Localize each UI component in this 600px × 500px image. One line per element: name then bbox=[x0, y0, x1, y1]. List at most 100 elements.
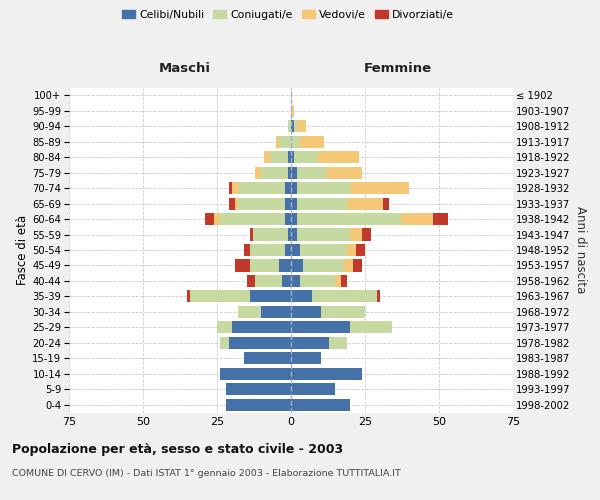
Bar bbox=[291, 383, 335, 396]
Bar bbox=[291, 198, 297, 209]
Bar bbox=[350, 228, 362, 240]
Bar bbox=[297, 120, 306, 132]
Bar bbox=[238, 306, 262, 318]
Bar bbox=[335, 275, 341, 287]
Bar bbox=[291, 213, 297, 225]
Bar bbox=[250, 244, 285, 256]
Bar bbox=[279, 136, 291, 147]
Bar bbox=[377, 290, 380, 302]
Bar bbox=[297, 213, 401, 225]
Bar bbox=[288, 228, 291, 240]
Text: COMUNE DI CERVO (IM) - Dati ISTAT 1° gennaio 2003 - Elaborazione TUTTITALIA.IT: COMUNE DI CERVO (IM) - Dati ISTAT 1° gen… bbox=[12, 469, 401, 478]
Bar bbox=[288, 120, 291, 132]
Bar bbox=[214, 213, 220, 225]
Bar bbox=[250, 290, 291, 302]
Legend: Celibi/Nubili, Coniugati/e, Vedovi/e, Divorziati/e: Celibi/Nubili, Coniugati/e, Vedovi/e, Di… bbox=[118, 6, 458, 24]
Bar bbox=[220, 337, 229, 349]
Bar bbox=[291, 275, 300, 287]
Bar bbox=[235, 198, 238, 209]
Y-axis label: Anni di nascita: Anni di nascita bbox=[574, 206, 587, 294]
Bar bbox=[232, 182, 238, 194]
Bar bbox=[288, 166, 291, 178]
Bar bbox=[350, 322, 392, 334]
Bar bbox=[262, 166, 288, 178]
Bar bbox=[294, 120, 297, 132]
Bar bbox=[205, 213, 214, 225]
Bar bbox=[265, 151, 270, 163]
Bar bbox=[226, 383, 291, 396]
Bar bbox=[291, 337, 329, 349]
Bar bbox=[229, 182, 232, 194]
Bar bbox=[291, 398, 350, 411]
Bar bbox=[356, 244, 365, 256]
Bar bbox=[288, 151, 291, 163]
Bar bbox=[250, 228, 253, 240]
Bar bbox=[291, 322, 350, 334]
Bar bbox=[285, 213, 291, 225]
Bar bbox=[312, 290, 377, 302]
Bar bbox=[350, 182, 409, 194]
Bar bbox=[217, 322, 232, 334]
Bar bbox=[320, 306, 365, 318]
Bar bbox=[291, 166, 297, 178]
Bar bbox=[383, 198, 389, 209]
Text: Maschi: Maschi bbox=[158, 62, 211, 75]
Bar bbox=[238, 198, 285, 209]
Bar bbox=[276, 136, 279, 147]
Bar bbox=[253, 228, 288, 240]
Bar bbox=[250, 260, 279, 272]
Bar bbox=[300, 275, 335, 287]
Bar bbox=[282, 275, 291, 287]
Bar bbox=[291, 260, 303, 272]
Bar bbox=[229, 198, 235, 209]
Bar bbox=[220, 213, 285, 225]
Bar bbox=[291, 228, 297, 240]
Bar bbox=[341, 275, 347, 287]
Bar bbox=[262, 306, 291, 318]
Bar bbox=[270, 151, 288, 163]
Bar bbox=[300, 244, 347, 256]
Bar bbox=[294, 151, 317, 163]
Bar bbox=[344, 260, 353, 272]
Bar bbox=[291, 136, 300, 147]
Bar bbox=[297, 182, 350, 194]
Bar bbox=[226, 398, 291, 411]
Text: Popolazione per età, sesso e stato civile - 2003: Popolazione per età, sesso e stato civil… bbox=[12, 442, 343, 456]
Bar bbox=[291, 244, 300, 256]
Bar bbox=[291, 104, 294, 117]
Bar bbox=[433, 213, 448, 225]
Bar bbox=[303, 260, 344, 272]
Bar bbox=[256, 275, 282, 287]
Bar bbox=[326, 166, 362, 178]
Bar bbox=[238, 182, 285, 194]
Bar bbox=[300, 136, 323, 147]
Bar bbox=[244, 352, 291, 364]
Bar bbox=[317, 151, 359, 163]
Bar bbox=[285, 244, 291, 256]
Bar bbox=[291, 120, 294, 132]
Bar bbox=[232, 322, 291, 334]
Bar bbox=[347, 244, 356, 256]
Bar bbox=[247, 275, 256, 287]
Bar bbox=[362, 228, 371, 240]
Y-axis label: Fasce di età: Fasce di età bbox=[16, 215, 29, 285]
Bar bbox=[187, 290, 190, 302]
Bar bbox=[291, 352, 320, 364]
Text: Femmine: Femmine bbox=[364, 62, 431, 75]
Bar bbox=[297, 198, 347, 209]
Bar bbox=[291, 368, 362, 380]
Bar bbox=[220, 368, 291, 380]
Bar bbox=[291, 151, 294, 163]
Bar bbox=[401, 213, 433, 225]
Bar bbox=[244, 244, 250, 256]
Bar bbox=[297, 166, 326, 178]
Bar bbox=[279, 260, 291, 272]
Bar bbox=[285, 182, 291, 194]
Bar bbox=[235, 260, 250, 272]
Bar bbox=[329, 337, 347, 349]
Bar bbox=[353, 260, 362, 272]
Bar bbox=[229, 337, 291, 349]
Bar bbox=[256, 166, 262, 178]
Bar bbox=[285, 198, 291, 209]
Bar bbox=[291, 182, 297, 194]
